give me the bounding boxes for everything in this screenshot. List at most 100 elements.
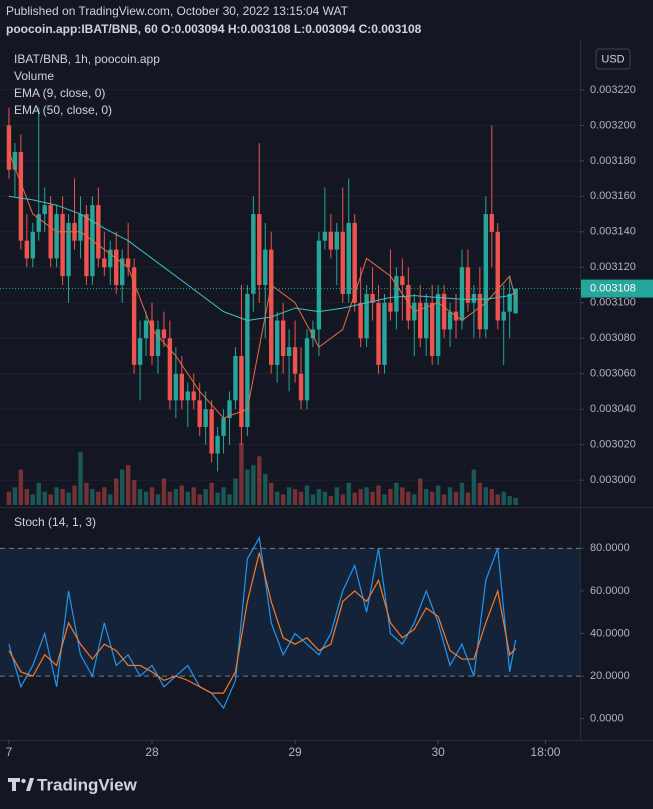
candle-body — [78, 214, 83, 241]
currency-box[interactable] — [595, 48, 631, 70]
volume-bar — [78, 451, 83, 505]
candle-body — [263, 249, 268, 286]
candle-body — [441, 293, 447, 330]
x-tick-label: 30 — [431, 745, 445, 759]
candle-body — [203, 409, 208, 427]
candle-body — [167, 338, 173, 401]
legend-title: IBAT/BNB, 1h, poocoin.app — [14, 52, 160, 66]
candle-body — [400, 276, 405, 286]
volume-bar — [429, 491, 435, 505]
volume-bar — [155, 494, 161, 505]
y-tick-label: 0.003080 — [590, 332, 636, 344]
candle-body — [191, 391, 196, 401]
last-price-box — [581, 279, 653, 298]
candle-body — [501, 311, 506, 321]
volume-bar — [459, 482, 465, 505]
currency: USD — [601, 53, 624, 65]
volume-bar — [435, 485, 441, 505]
candle-body — [376, 302, 381, 365]
candle-body — [322, 231, 328, 241]
candle-body — [30, 231, 35, 259]
legend-ema50: EMA (50, close, 0) — [14, 103, 112, 117]
x-tick-label: 29 — [288, 745, 302, 759]
ema-line — [8, 195, 516, 322]
volume-bar — [424, 489, 429, 505]
volume-bar — [197, 494, 202, 505]
candle-body — [60, 214, 65, 277]
volume-bar — [441, 494, 447, 505]
candle-body — [459, 267, 465, 321]
candle-body — [465, 267, 471, 303]
candle-body — [114, 249, 119, 286]
candle-body — [269, 249, 274, 365]
volume-bar — [245, 469, 250, 505]
candle-body — [233, 355, 238, 401]
candle-body — [495, 231, 500, 321]
candle-body — [310, 329, 316, 339]
brand: TradingView — [37, 775, 138, 794]
volume-bar — [346, 482, 351, 505]
candle-body — [131, 267, 137, 365]
candle-body — [429, 302, 435, 356]
candle-body — [292, 347, 298, 374]
candle-body — [286, 347, 292, 356]
candle-body — [352, 222, 357, 303]
volume-bar — [221, 487, 226, 505]
candle-body — [155, 329, 161, 356]
volume-bar — [370, 491, 375, 505]
y-tick-label: 0.003140 — [590, 226, 636, 238]
y-tick-label: 0.003180 — [590, 155, 636, 167]
candle-body — [149, 320, 155, 356]
candle-body — [507, 293, 512, 312]
legend-volume: Volume — [14, 69, 54, 83]
volume-bar — [179, 485, 185, 505]
volume-bar — [274, 491, 280, 505]
candle-body — [96, 205, 101, 259]
volume-bar — [143, 491, 149, 505]
candle-body — [477, 293, 483, 330]
candle-body — [251, 214, 256, 294]
volume-bar — [18, 469, 24, 505]
volume-bar — [358, 489, 363, 505]
candle-body — [48, 205, 53, 259]
stoch-band — [0, 548, 580, 677]
volume-bar — [185, 491, 190, 505]
candle-body — [197, 400, 202, 427]
candle-body — [108, 249, 113, 268]
candle-body — [483, 214, 489, 330]
candle-body — [298, 373, 304, 401]
volume-bar — [12, 487, 18, 505]
y-tick-label: 40.0000 — [590, 627, 630, 639]
y-tick-label: 0.003160 — [590, 190, 636, 202]
volume-bar — [167, 491, 173, 505]
volume-bar — [394, 482, 399, 505]
candle-body — [239, 355, 244, 427]
candle-body — [304, 338, 310, 401]
volume-bar — [30, 494, 35, 505]
candle-body — [280, 320, 286, 356]
brand-logo — [8, 778, 34, 791]
volume-bar — [376, 485, 381, 505]
volume-bar — [364, 487, 369, 505]
volume-bar — [215, 492, 220, 505]
y-tick-label: 20.0000 — [590, 670, 630, 682]
volume-bar — [453, 491, 459, 505]
last-price-label: 0.003108 — [590, 282, 636, 294]
stoch-line — [8, 535, 517, 710]
candle-body — [143, 320, 149, 339]
candle-body — [137, 338, 143, 365]
volume-bar — [24, 489, 30, 505]
volume-bar — [251, 465, 256, 505]
volume-bar — [257, 456, 262, 505]
volume-bar — [60, 489, 65, 505]
candle-body — [102, 258, 107, 268]
volume-bar — [108, 494, 113, 505]
volume-bar — [447, 487, 453, 505]
symbol-line: poocoin.app:IBAT/BNB, 60 O:0.003094 H:0.… — [6, 22, 422, 36]
volume-bar — [233, 478, 238, 505]
volume-bar — [292, 489, 298, 505]
candle-body — [358, 302, 363, 339]
candle-body — [66, 222, 71, 277]
